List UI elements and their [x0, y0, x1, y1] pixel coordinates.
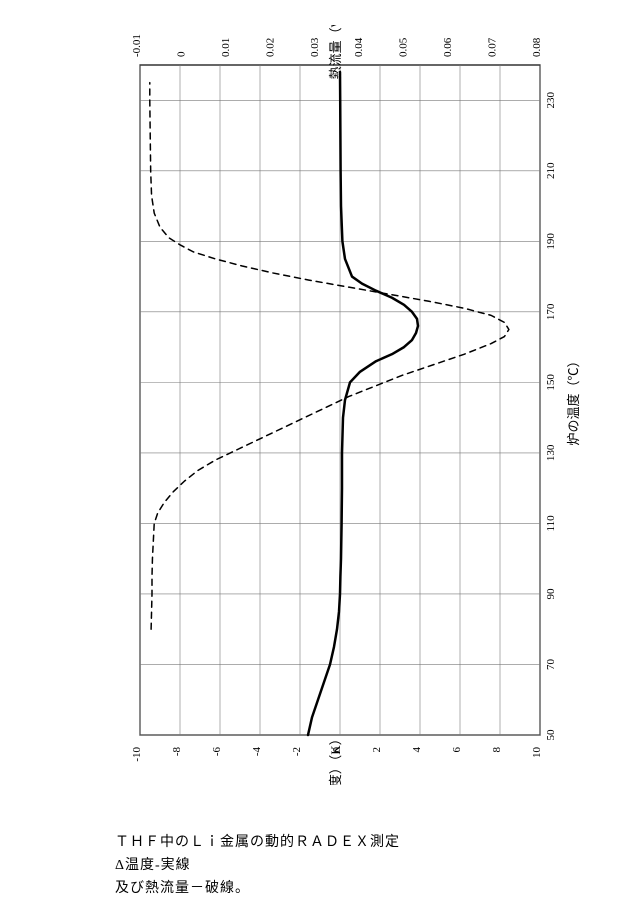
yleft-tick-label: -4 [251, 747, 263, 757]
yright-tick-label: 0.03 [309, 37, 321, 57]
yleft-tick-label: 4 [411, 747, 423, 753]
x-tick-label: 110 [545, 515, 557, 532]
yright-tick-label: 0.08 [531, 37, 543, 57]
yright-tick-label: 0.04 [353, 37, 365, 57]
yleft-tick-label: 10 [531, 747, 543, 759]
yleft-tick-label: -6 [211, 747, 223, 757]
caption-line-1: ＴＨＦ中のＬｉ金属の動的ＲＡＤＥＸ測定 [115, 832, 575, 854]
x-tick-label: 130 [545, 444, 557, 461]
x-tick-label: 230 [545, 92, 557, 109]
yright-tick-label: 0.06 [442, 37, 454, 57]
yleft-tick-label: 6 [451, 747, 463, 753]
yleft-tick-label: -2 [291, 747, 303, 756]
x-tick-label: 70 [545, 658, 557, 670]
series-heat-flow [150, 83, 509, 630]
caption-line-2: Δ温度-実線 [115, 855, 575, 877]
x-tick-label: 90 [545, 588, 557, 600]
x-tick-label: 210 [545, 162, 557, 179]
x-tick-label: 50 [545, 729, 557, 741]
series-delta-temp [308, 72, 418, 735]
yright-tick-label: -0.01 [131, 34, 143, 57]
yleft-tick-label: -8 [171, 747, 183, 757]
chart: 507090110130150170190210230-10-8-6-4-202… [80, 25, 580, 785]
yright-tick-label: 0 [175, 51, 187, 57]
yleft-tick-label: 8 [491, 747, 503, 753]
yleft-tick-label: -10 [131, 747, 143, 762]
x-tick-label: 190 [545, 233, 557, 250]
yleft-tick-label: 2 [371, 747, 383, 753]
yright-tick-label: 0.05 [398, 37, 410, 57]
yleft-axis-label: Δ（温度）（K） [328, 732, 343, 785]
yright-tick-label: 0.02 [264, 38, 276, 57]
x-tick-label: 170 [545, 303, 557, 320]
yright-tick-label: 0.07 [487, 37, 499, 57]
x-axis-label: 炉の温度（℃） [566, 354, 580, 445]
x-tick-label: 150 [545, 374, 557, 391]
yright-tick-label: 0.01 [220, 38, 232, 57]
caption-line-3: 及び熱流量－破線。 [115, 878, 575, 900]
